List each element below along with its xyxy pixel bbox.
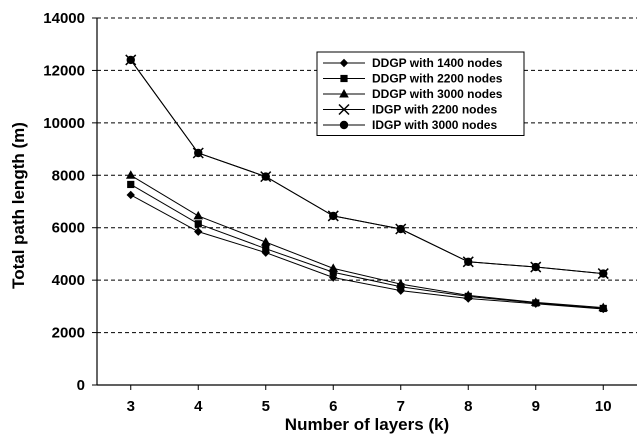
data-point — [194, 148, 203, 158]
data-point — [329, 268, 337, 276]
data-point — [194, 220, 202, 228]
legend-label: IDGP with 2200 nodes — [372, 103, 497, 117]
legend-item: DDGP with 1400 nodes — [323, 56, 503, 70]
x-tick-label: 8 — [464, 398, 472, 415]
x-tick-label: 7 — [397, 398, 405, 415]
legend-marker — [340, 74, 348, 83]
data-point — [599, 269, 608, 278]
legend-label: DDGP with 2200 nodes — [372, 72, 503, 86]
data-point — [194, 227, 203, 236]
series-3 — [125, 170, 609, 312]
series-line — [130, 59, 604, 275]
y-tick-label: 2000 — [52, 325, 85, 342]
axes — [92, 17, 637, 390]
x-tick-label: 10 — [595, 398, 612, 415]
legend-marker — [339, 120, 349, 130]
data-point — [329, 211, 338, 221]
series-line — [130, 184, 604, 309]
y-tick-labels: 0 2000 4000 6000 8000 10000 12000 14000 — [43, 10, 85, 394]
y-tick-label: 14000 — [43, 10, 85, 27]
data-point — [463, 290, 474, 299]
data-point — [530, 297, 541, 306]
series-5 — [126, 55, 608, 278]
y-tick-label: 6000 — [52, 220, 85, 237]
legend-marker — [339, 58, 349, 68]
data-point — [262, 245, 270, 253]
data-point — [193, 210, 204, 220]
legend: DDGP with 1400 nodes DDGP with 2200 nodes… — [316, 51, 525, 136]
data-point — [531, 262, 540, 272]
x-tick-label: 6 — [329, 398, 337, 415]
data-point — [126, 190, 135, 200]
x-tick-label: 5 — [262, 398, 270, 415]
data-point — [261, 172, 270, 181]
data-point — [396, 224, 405, 234]
data-point — [127, 180, 135, 189]
x-tick-label: 3 — [127, 398, 135, 415]
y-tick-label: 12000 — [43, 62, 85, 79]
gridlines — [97, 17, 637, 334]
y-tick-label: 4000 — [52, 272, 85, 289]
legend-label: DDGP with 1400 nodes — [372, 56, 503, 70]
legend-item: DDGP with 3000 nodes — [323, 87, 503, 101]
y-tick-label: 10000 — [43, 115, 85, 132]
legend-item: IDGP with 3000 nodes — [323, 118, 497, 132]
data-point — [328, 263, 339, 272]
x-axis-title: Number of layers (k) — [285, 415, 449, 434]
series-2 — [127, 180, 607, 313]
series-line — [130, 174, 604, 309]
legend-marker — [339, 89, 349, 98]
data-point — [260, 237, 271, 246]
x-tick-label: 4 — [194, 398, 203, 415]
legend-item: IDGP with 2200 nodes — [323, 103, 497, 117]
legend-label: DDGP with 3000 nodes — [372, 87, 503, 101]
data-point — [125, 170, 136, 179]
legend-item: DDGP with 2200 nodes — [323, 72, 503, 86]
series-line — [130, 194, 604, 310]
x-tick-labels: 3 4 5 6 7 8 9 10 — [127, 398, 612, 415]
legend-label: IDGP with 3000 nodes — [372, 118, 497, 132]
y-tick-label: 8000 — [52, 167, 85, 184]
data-point — [395, 279, 406, 288]
data-point — [598, 302, 609, 312]
legend-marker — [338, 103, 350, 116]
data-point — [464, 257, 473, 266]
y-tick-label: 0 — [77, 377, 85, 394]
series-1 — [126, 190, 608, 314]
data-series — [125, 54, 609, 314]
data-point — [126, 55, 135, 65]
x-tick-label: 9 — [532, 398, 540, 415]
cross-stroke — [338, 103, 350, 116]
y-axis-title: Total path length (m) — [9, 122, 28, 289]
